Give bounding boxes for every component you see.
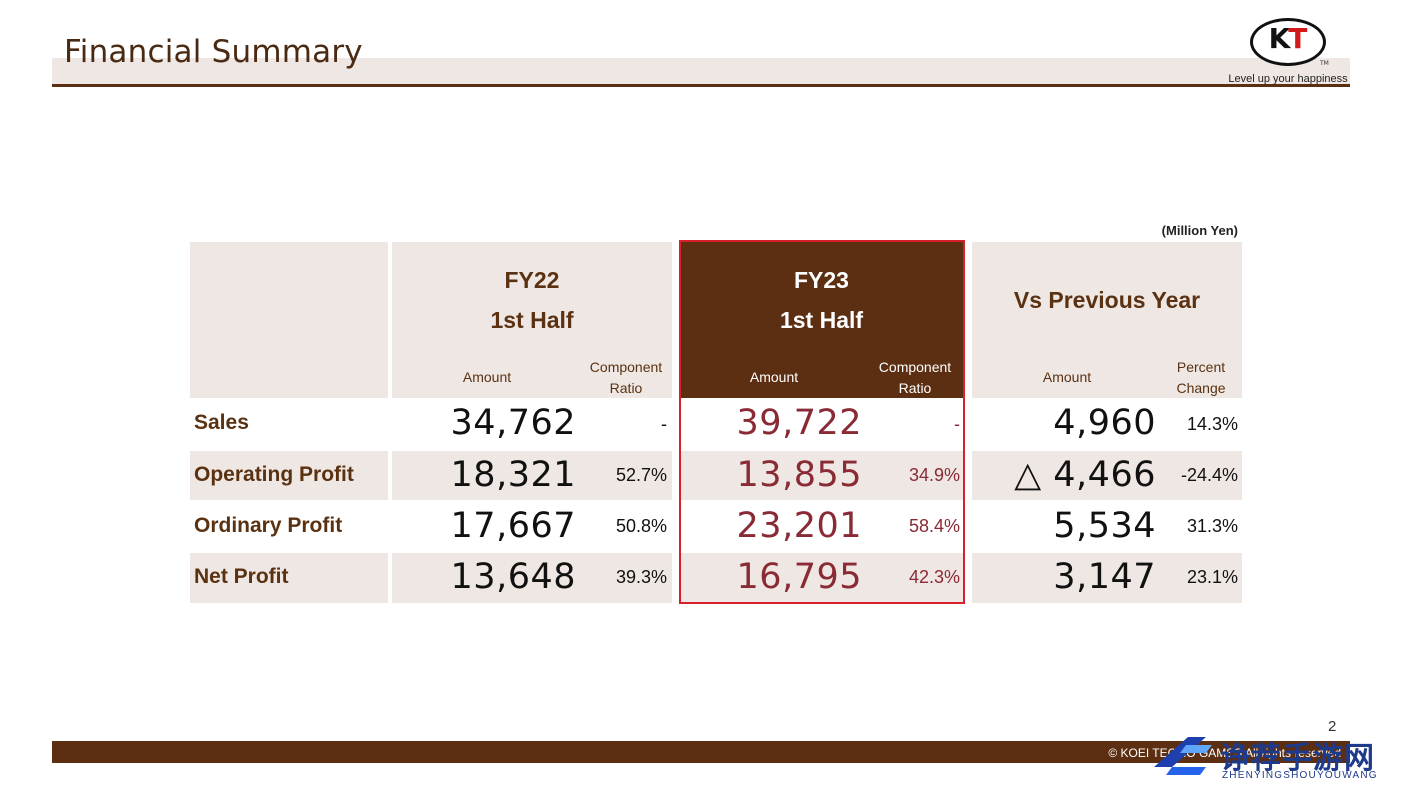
- fy23-net-amount: 16,795: [736, 557, 862, 597]
- header-fy23: FY23 1st Half Amount Component Ratio: [679, 242, 964, 398]
- vs-sales-pct: 14.3%: [1186, 414, 1238, 434]
- logo-mark-t: T: [1288, 22, 1307, 55]
- vs-title: Vs Previous Year: [1013, 287, 1201, 313]
- fy22-sales-ratio: -: [661, 414, 667, 434]
- fy22-ratio-header-line2: Ratio: [609, 380, 643, 396]
- row-band-operating: [972, 451, 1242, 500]
- fy23-ratio-header-line1: Component: [878, 359, 952, 375]
- logo-mark-k: K: [1268, 22, 1291, 55]
- unit-note: (Million Yen): [1161, 223, 1238, 238]
- row-band-operating: [681, 451, 963, 500]
- fy22-net-amount: 13,648: [450, 557, 576, 597]
- vs-amount-header: Amount: [1042, 369, 1092, 385]
- vs-net-pct: 23.1%: [1186, 567, 1238, 587]
- row-band-net: [972, 553, 1242, 603]
- fy22-operating-ratio: 52.7%: [615, 465, 667, 485]
- vs-operating-amount: △ 4,466: [1014, 455, 1156, 495]
- vs-net-amount: 3,147: [1053, 557, 1156, 597]
- vs-sales-amount: 4,960: [1053, 403, 1156, 443]
- vs-operating-pct: -24.4%: [1180, 465, 1238, 485]
- header-empty-cell: [190, 242, 388, 398]
- row-band-net: [392, 553, 672, 603]
- fy22-amount-header: Amount: [462, 369, 512, 385]
- row-label-net-profit: Net Profit: [194, 565, 289, 588]
- fy23-ordinary-amount: 23,201: [736, 506, 862, 546]
- fy22-ordinary-amount: 17,667: [450, 506, 576, 546]
- fy23-ratio-header-line2: Ratio: [898, 380, 932, 396]
- fy23-title-line2: 1st Half: [779, 307, 864, 333]
- page-number: 2: [1328, 718, 1337, 735]
- fy23-ordinary-ratio: 58.4%: [908, 516, 960, 536]
- fy23-amount-header: Amount: [749, 369, 799, 385]
- fy23-net-ratio: 42.3%: [908, 567, 960, 587]
- vs-pct-header-line2: Change: [1176, 380, 1226, 396]
- watermark-subtext: ZHENYINGSHOUYOUWANG: [1222, 770, 1378, 781]
- logo-mark: KT: [1254, 22, 1320, 55]
- row-band-operating: [392, 451, 672, 500]
- fy22-operating-amount: 18,321: [450, 455, 576, 495]
- row-label-sales: Sales: [194, 411, 249, 434]
- company-logo: KT TM Level up your happiness: [1224, 16, 1352, 92]
- fy22-title-line2: 1st Half: [490, 307, 574, 333]
- fy22-net-ratio: 39.3%: [615, 567, 667, 587]
- fy22-title-line1: FY22: [504, 267, 560, 293]
- fy23-title-line1: FY23: [794, 267, 849, 293]
- row-band-net: [681, 553, 963, 603]
- row-label-operating-profit: Operating Profit: [194, 463, 354, 486]
- watermark-logo-icon: [1154, 737, 1212, 775]
- vs-ordinary-amount: 5,534: [1053, 506, 1156, 546]
- fy23-sales-ratio: -: [954, 414, 960, 434]
- row-band-net: [190, 553, 388, 603]
- fy22-ordinary-ratio: 50.8%: [615, 516, 667, 536]
- logo-circle: [1250, 18, 1326, 66]
- page-title: Financial Summary: [64, 34, 363, 70]
- fy23-sales-amount: 39,722: [736, 403, 862, 443]
- fy23-operating-ratio: 34.9%: [908, 465, 960, 485]
- vs-pct-header-line1: Percent: [1176, 359, 1226, 375]
- header-vs-previous-year: Vs Previous Year Amount Percent Change: [972, 242, 1242, 398]
- watermark-text: 诤荐手游网: [1220, 741, 1375, 776]
- footer-bar: [52, 741, 1350, 763]
- title-band: [52, 58, 1350, 84]
- logo-trademark: TM: [1320, 60, 1329, 67]
- logo-tagline: Level up your happiness: [1228, 73, 1348, 85]
- title-underline: [52, 84, 1350, 87]
- row-band-operating: [190, 451, 388, 500]
- fy22-ratio-header-line1: Component: [589, 359, 663, 375]
- vs-ordinary-pct: 31.3%: [1186, 516, 1238, 536]
- fy23-operating-amount: 13,855: [736, 455, 862, 495]
- header-fy22: FY22 1st Half Amount Component Ratio: [392, 242, 672, 398]
- fy22-sales-amount: 34,762: [450, 403, 576, 443]
- row-label-ordinary-profit: Ordinary Profit: [194, 514, 343, 537]
